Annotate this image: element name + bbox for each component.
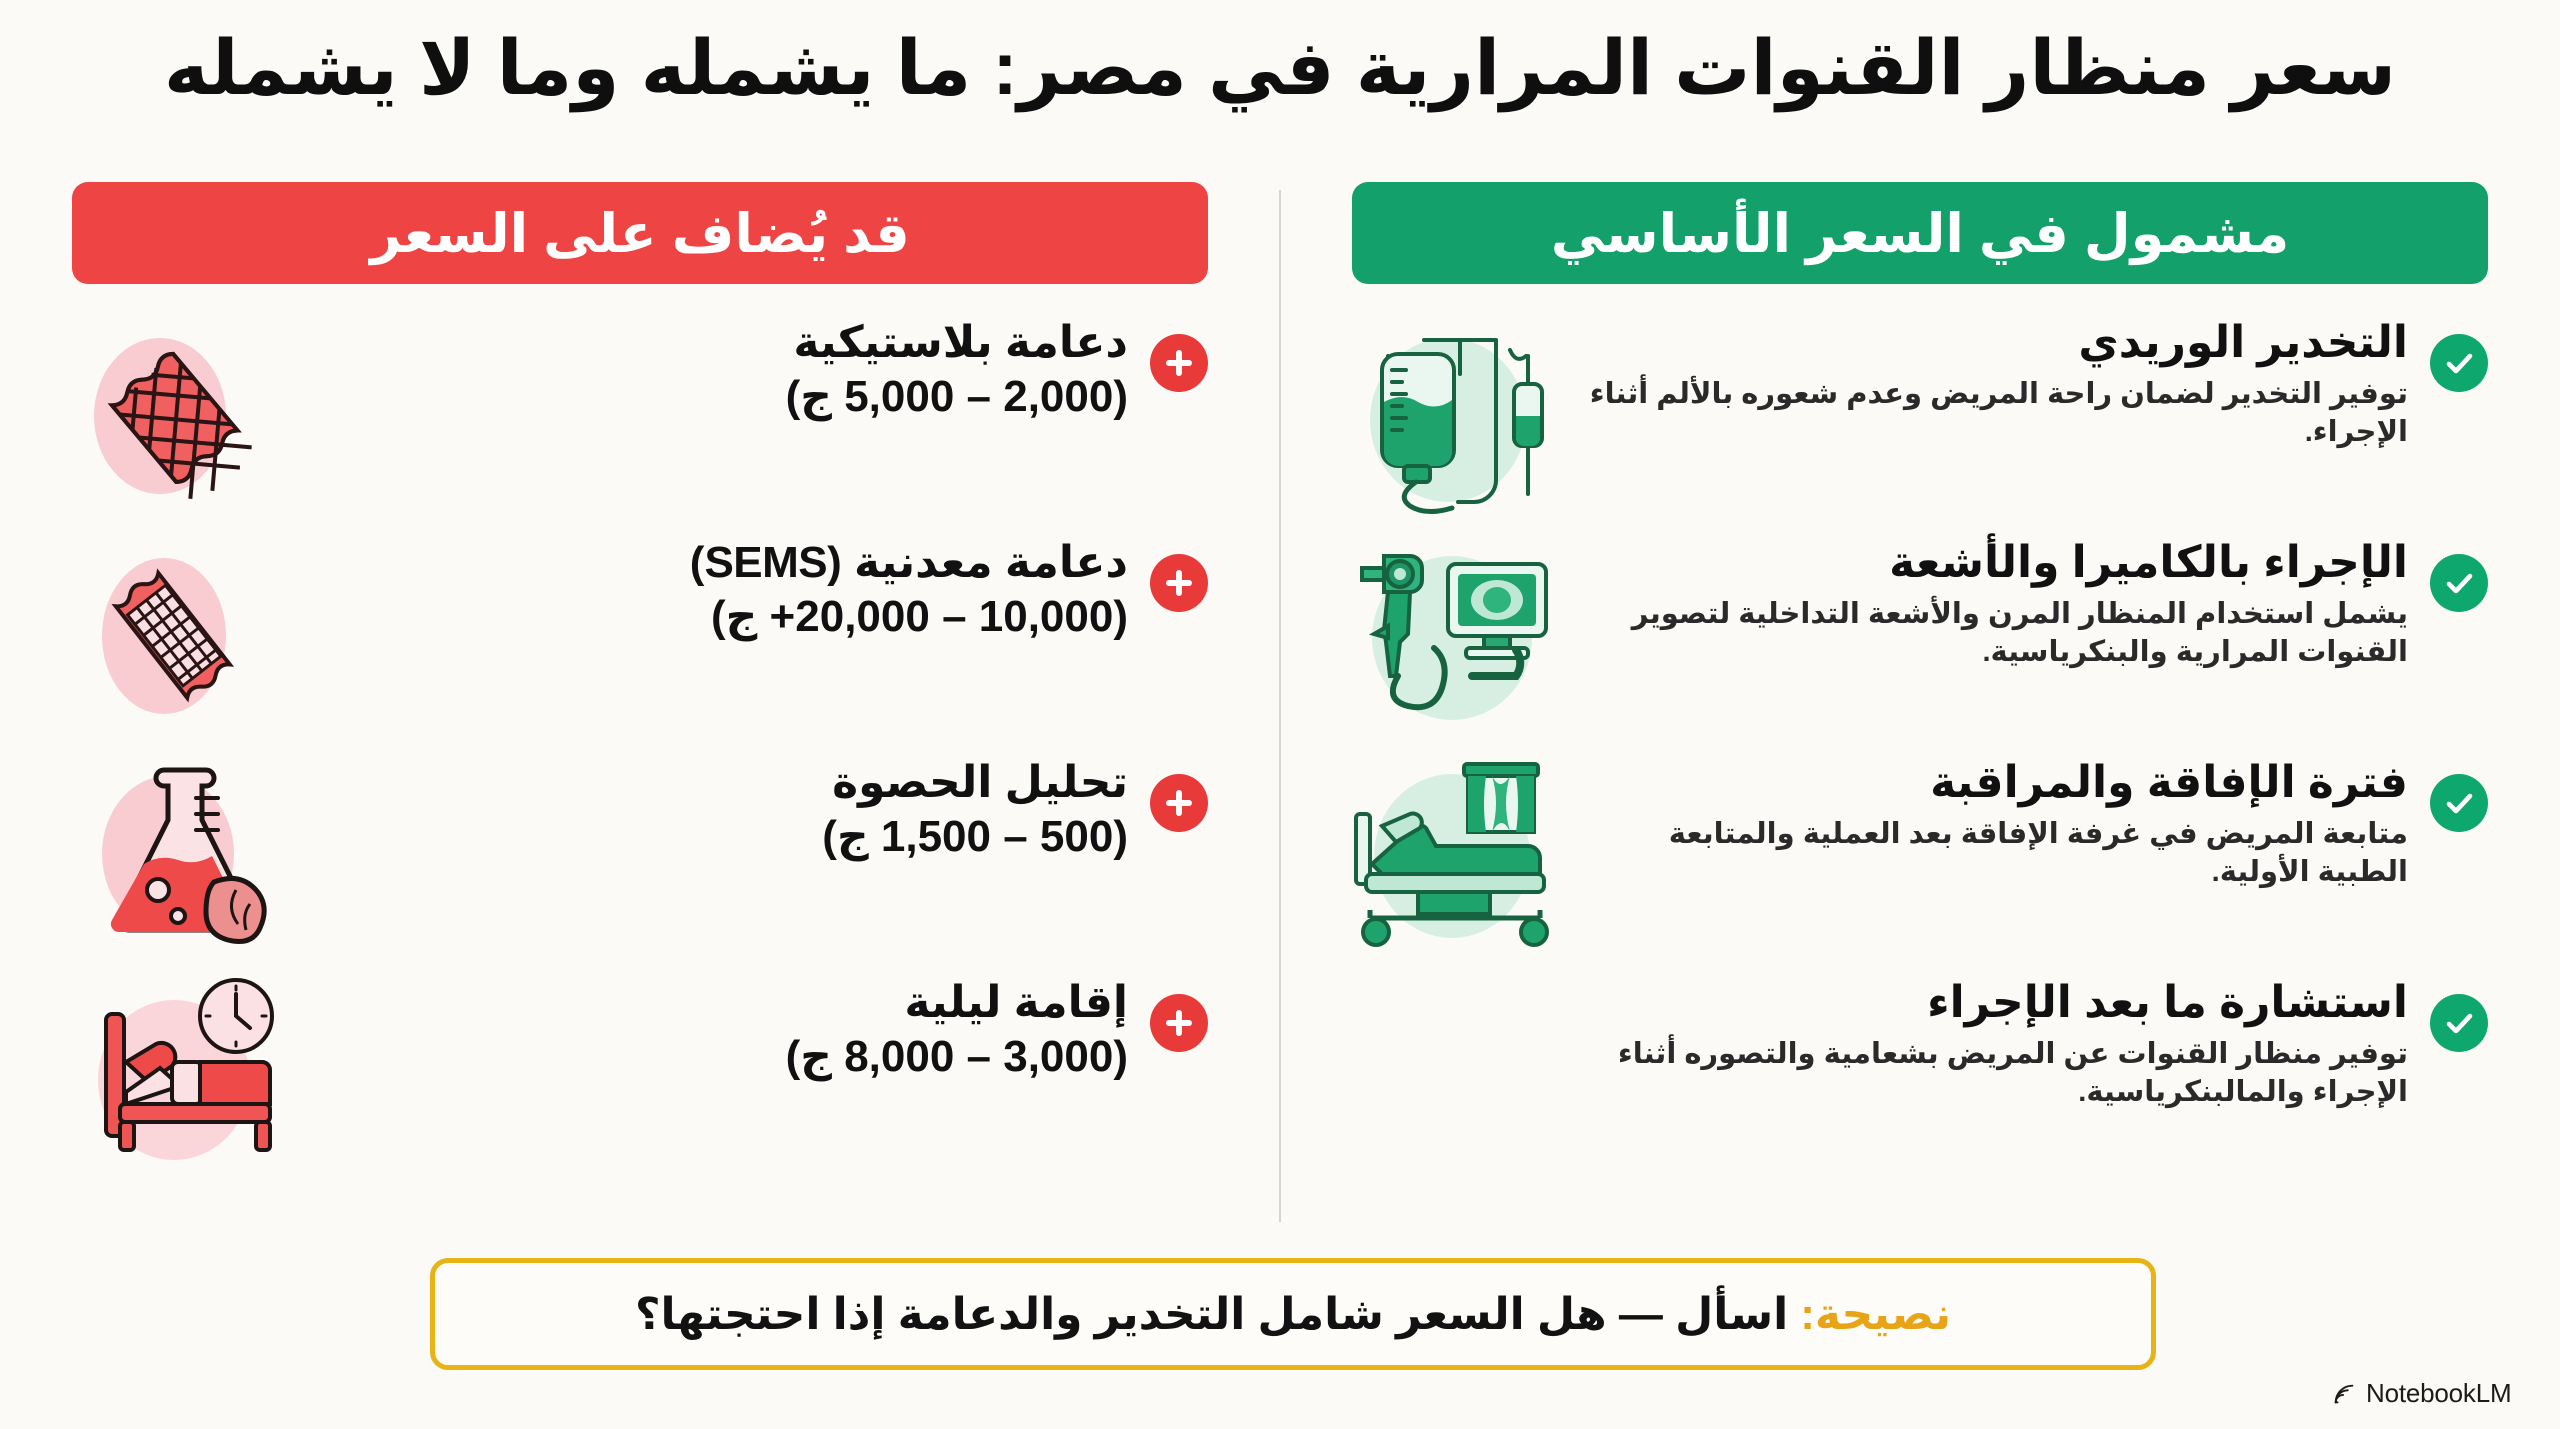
- plus-icon: [1150, 774, 1208, 832]
- item-text-block: إقامة ليلية (3,000 – 8,000 ج): [282, 976, 1150, 1083]
- list-item[interactable]: دعامة بلاستيكية (2,000 – 5,000 ج): [72, 316, 1208, 536]
- item-description: يشمل استخدام المنظار المرن والأشعة التدا…: [1631, 597, 2408, 668]
- item-text-block: استشارة ما بعد الإجراء توفير منظار القنو…: [1562, 976, 2430, 1111]
- tip-label: نصيحة:: [1800, 1289, 1952, 1339]
- item-price: (500 – 1,500 ج): [822, 811, 1128, 861]
- extra-items-list: دعامة بلاستيكية (2,000 – 5,000 ج): [72, 316, 1208, 1196]
- list-item[interactable]: إقامة ليلية (3,000 – 8,000 ج): [72, 976, 1208, 1196]
- item-description: متابعة المريض في غرفة الإفاقة بعد العملي…: [1668, 817, 2408, 888]
- comparison-columns: مشمول في السعر الأساسي التخدير الوريدي ت…: [0, 182, 2560, 1222]
- plus-icon: [1150, 554, 1208, 612]
- column-header-included: مشمول في السعر الأساسي: [1352, 182, 2488, 284]
- included-items-list: التخدير الوريدي توفير التخدير لضمان راحة…: [1352, 316, 2488, 1196]
- check-icon: [2430, 994, 2488, 1052]
- item-text-block: دعامة معدنية (SEMS) (10,000 – 20,000+ ج): [282, 536, 1150, 643]
- page-title: سعر منظار القنوات المرارية في مصر: ما يش…: [163, 26, 2397, 111]
- flask-stone-icon: [72, 756, 282, 956]
- column-extra-cost: قد يُضاف على السعر دعامة بلاستيكية (2,00…: [0, 182, 1280, 1222]
- check-icon: [2430, 554, 2488, 612]
- item-price: (2,000 – 5,000 ج): [785, 371, 1128, 421]
- column-header-extra: قد يُضاف على السعر: [72, 182, 1208, 284]
- consultation-icon: [1352, 976, 1562, 1176]
- item-text-block: فترة الإفاقة والمراقبة متابعة المريض في …: [1562, 756, 2430, 891]
- tip-callout: نصيحة: اسأل — هل السعر شامل التخدير والد…: [430, 1258, 2156, 1370]
- item-title: دعامة معدنية (SEMS): [689, 538, 1129, 587]
- item-text-block: تحليل الحصوة (500 – 1,500 ج): [282, 756, 1150, 863]
- metal-stent-icon: [72, 536, 282, 736]
- list-item[interactable]: تحليل الحصوة (500 – 1,500 ج): [72, 756, 1208, 976]
- check-icon: [2430, 334, 2488, 392]
- endoscope-monitor-icon: [1352, 536, 1562, 736]
- check-icon: [2430, 774, 2488, 832]
- item-description: توفير منظار القنوات عن المريض بشعامية وا…: [1617, 1037, 2408, 1108]
- plastic-stent-icon: [72, 316, 282, 516]
- list-item[interactable]: التخدير الوريدي توفير التخدير لضمان راحة…: [1352, 316, 2488, 536]
- item-title: الإجراء بالكاميرا والأشعة: [1889, 538, 2408, 587]
- item-price: (10,000 – 20,000+ ج): [710, 591, 1128, 641]
- list-item[interactable]: فترة الإفاقة والمراقبة متابعة المريض في …: [1352, 756, 2488, 976]
- plus-icon: [1150, 994, 1208, 1052]
- list-item[interactable]: استشارة ما بعد الإجراء توفير منظار القنو…: [1352, 976, 2488, 1196]
- column-divider: [1279, 190, 1281, 1222]
- item-price: (3,000 – 8,000 ج): [785, 1031, 1128, 1081]
- tip-text: اسأل — هل السعر شامل التخدير والدعامة إذ…: [634, 1289, 1789, 1339]
- item-title: فترة الإفاقة والمراقبة: [1930, 758, 2408, 807]
- item-title: تحليل الحصوة: [832, 758, 1128, 807]
- item-text-block: التخدير الوريدي توفير التخدير لضمان راحة…: [1562, 316, 2430, 451]
- item-title: التخدير الوريدي: [2078, 318, 2408, 367]
- item-description: توفير التخدير لضمان راحة المريض وعدم شعو…: [1589, 377, 2408, 448]
- watermark: NotebookLM: [2332, 1378, 2512, 1409]
- list-item[interactable]: دعامة معدنية (SEMS) (10,000 – 20,000+ ج): [72, 536, 1208, 756]
- item-text-block: الإجراء بالكاميرا والأشعة يشمل استخدام ا…: [1562, 536, 2430, 671]
- notebooklm-logo-icon: [2332, 1381, 2358, 1407]
- iv-drip-icon: [1352, 316, 1562, 516]
- item-text-block: دعامة بلاستيكية (2,000 – 5,000 ج): [282, 316, 1150, 423]
- plus-icon: [1150, 334, 1208, 392]
- item-title: دعامة بلاستيكية: [793, 318, 1128, 367]
- column-included: مشمول في السعر الأساسي التخدير الوريدي ت…: [1280, 182, 2560, 1222]
- item-title: إقامة ليلية: [904, 978, 1128, 1027]
- item-title: استشارة ما بعد الإجراء: [1927, 978, 2408, 1027]
- list-item[interactable]: الإجراء بالكاميرا والأشعة يشمل استخدام ا…: [1352, 536, 2488, 756]
- hospital-bed-icon: [1352, 756, 1562, 956]
- watermark-text: NotebookLM: [2366, 1378, 2512, 1408]
- bed-clock-icon: [72, 976, 282, 1176]
